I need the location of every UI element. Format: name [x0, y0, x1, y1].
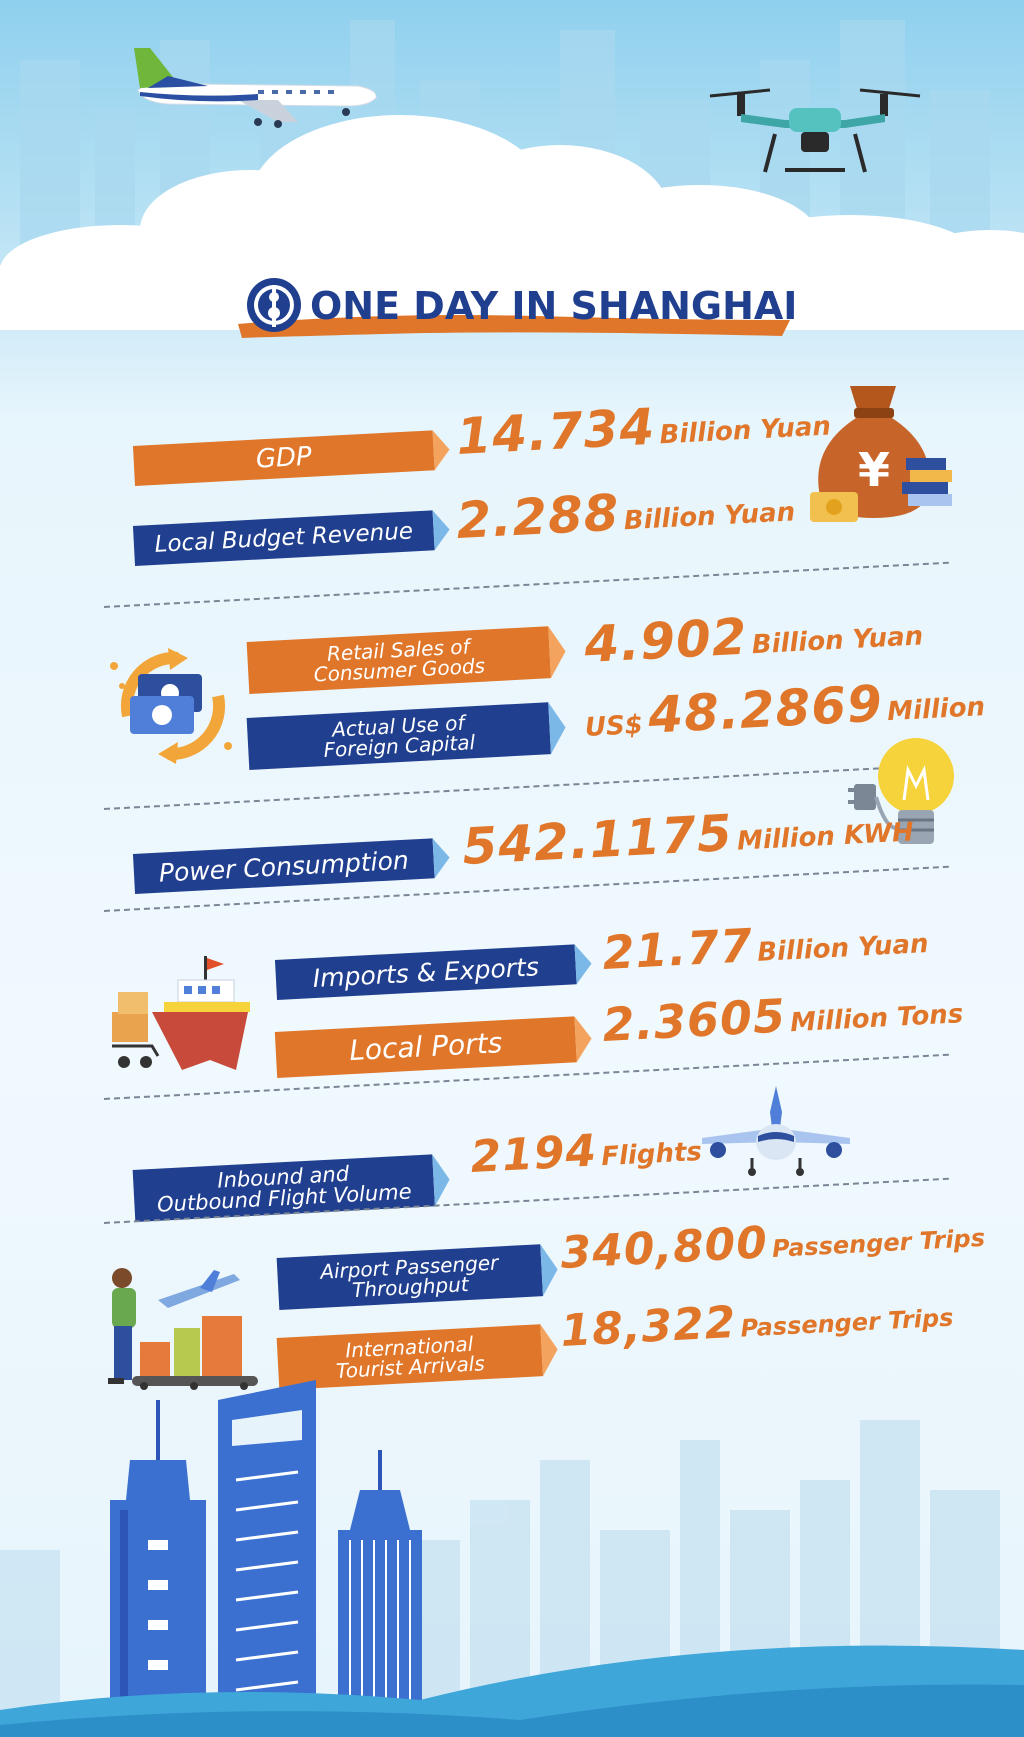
airliner-icon [134, 48, 377, 128]
money-bag-icon: ¥ [810, 386, 952, 522]
section-divider [103, 561, 949, 608]
power-stat: 542.1175Million KWH [460, 803, 915, 876]
imports-exports-label: Imports & Exports [274, 944, 577, 1000]
retail-sales-stat: 4.902Billion Yuan [582, 607, 924, 674]
cargo-ship-icon [112, 956, 250, 1070]
skyline-illustration [0, 1380, 1024, 1737]
page-title: ONE DAY IN SHANGHAI [310, 284, 798, 328]
airport-throughput-label: Airport Passenger Throughput [276, 1244, 543, 1310]
foreign-capital-label: Actual Use of Foreign Capital [246, 702, 551, 770]
tourist-arrivals-stat: 18,322Passenger Trips [559, 1296, 955, 1357]
svg-text:¥: ¥ [858, 443, 890, 497]
traveler-luggage-icon [108, 1268, 258, 1390]
airplane-icon [702, 1086, 850, 1176]
top-skyline-illustration [0, 20, 1024, 330]
budget-stat: 2.288Billion Yuan [454, 483, 796, 550]
retail-sales-label: Retail Sales of Consumer Goods [246, 626, 551, 694]
light-bulb-icon [848, 738, 954, 844]
imports-exports-stat: 21.77Billion Yuan [601, 918, 930, 980]
power-label: Power Consumption [132, 838, 435, 894]
flight-volume-stat: 2194Flights [469, 1125, 703, 1183]
drone-icon [709, 88, 921, 173]
cash-exchange-icon [110, 648, 232, 764]
airport-throughput-stat: 340,800Passenger Trips [559, 1217, 986, 1279]
local-ports-stat: 2.3605Million Tons [601, 988, 964, 1052]
local-ports-label: Local Ports [274, 1016, 577, 1078]
budget-label: Local Budget Revenue [132, 510, 435, 566]
tv-tower-icon [247, 278, 301, 332]
gdp-stat: 14.734Billion Yuan [454, 397, 832, 466]
gdp-label: GDP [132, 430, 435, 486]
title-brush-underline [238, 315, 790, 338]
